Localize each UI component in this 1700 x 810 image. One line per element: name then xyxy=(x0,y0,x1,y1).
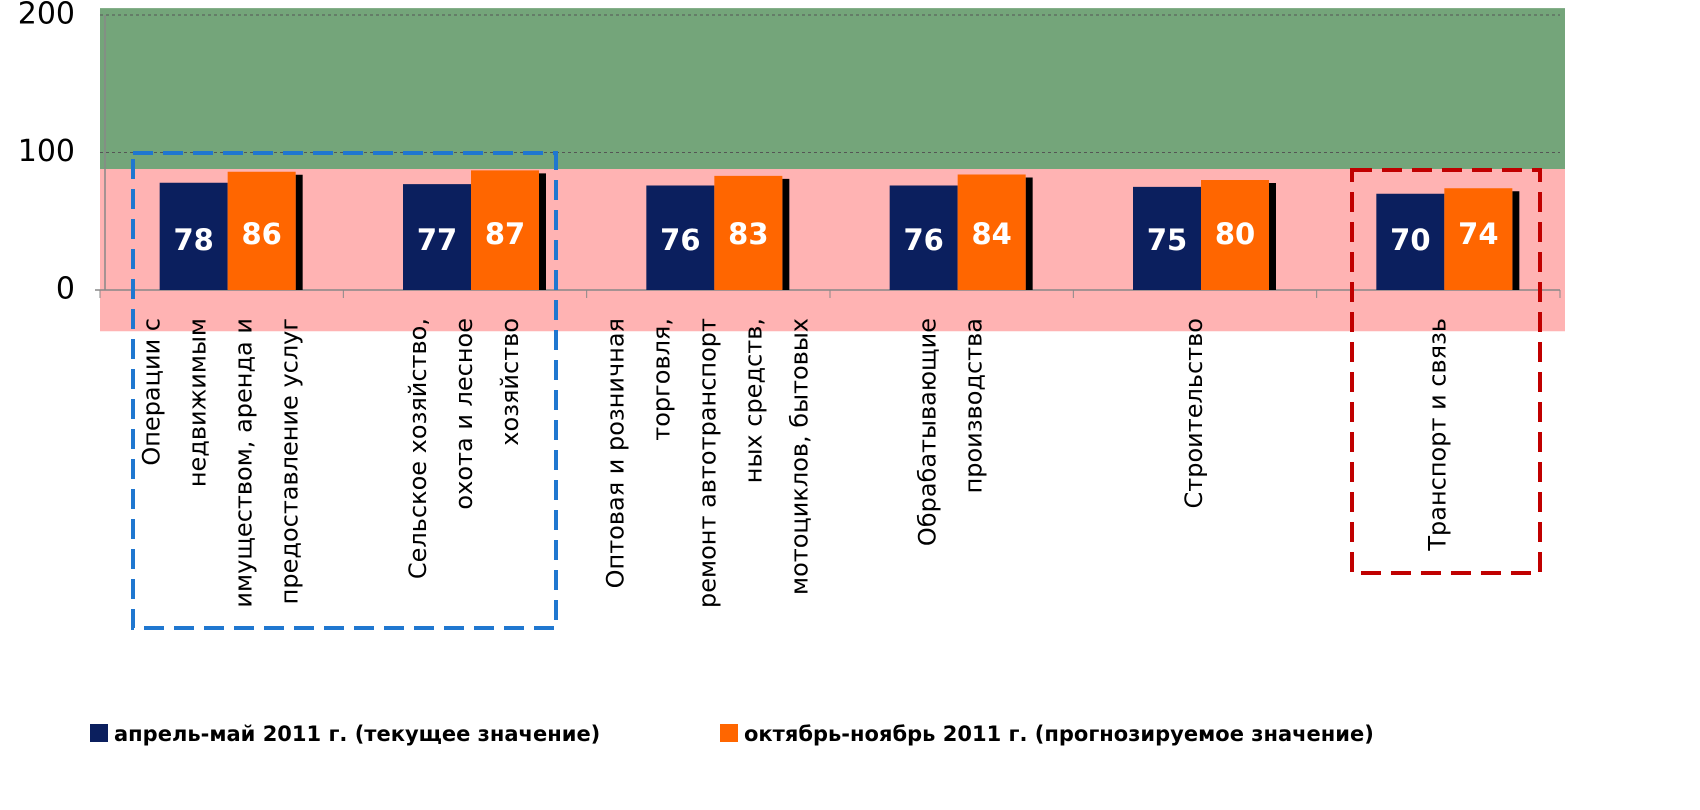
bar xyxy=(1201,180,1269,290)
legend-swatch xyxy=(720,724,738,742)
label-line: Сельское хозяйство, xyxy=(404,318,432,579)
x-tick-label: Операции с недвижимым имуществом, аренда и… xyxy=(138,318,304,608)
x-tick-label: Транспорт и связь xyxy=(1423,318,1451,552)
label-line: недвижимым xyxy=(184,318,212,487)
zone-band xyxy=(100,8,1565,169)
label-line: охота и лесное xyxy=(450,318,478,510)
y-tick-label: 200 xyxy=(18,0,75,32)
zone-band xyxy=(100,169,1565,332)
x-tick-label: Оптовая и розничная торговля, ремонт автот… xyxy=(601,318,813,608)
data-label: 83 xyxy=(728,217,768,251)
bar xyxy=(159,182,228,290)
bar-shadow xyxy=(1269,183,1276,290)
bar-shadow xyxy=(295,174,303,290)
data-label: 76 xyxy=(903,223,943,257)
bar xyxy=(1133,186,1201,290)
label-line: мотоциклов, бытовых xyxy=(785,318,813,595)
data-label: 84 xyxy=(971,217,1011,251)
label-line: Транспорт и связь xyxy=(1423,318,1451,552)
data-label: 70 xyxy=(1390,223,1430,257)
bar-shadow xyxy=(539,173,546,290)
data-label: 77 xyxy=(417,223,457,257)
y-tick-label: 100 xyxy=(18,134,75,169)
legend-label: октябрь-ноябрь 2011 г. (прогнозируемое з… xyxy=(744,722,1374,746)
label-line: Обрабатывающие xyxy=(914,318,942,546)
label-line: Строительство xyxy=(1180,318,1208,509)
bar-shadow xyxy=(1512,191,1520,290)
x-tick-label: Обрабатывающие производства xyxy=(914,318,988,546)
bar xyxy=(714,175,783,290)
bar xyxy=(403,184,471,290)
bar xyxy=(471,170,539,290)
data-label: 78 xyxy=(173,223,213,257)
bar xyxy=(1444,188,1513,290)
legend-label: апрель-май 2011 г. (текущее значение) xyxy=(114,722,600,746)
label-line: имуществом, аренда и xyxy=(230,318,258,608)
y-tick-label: 0 xyxy=(56,272,75,307)
data-label: 76 xyxy=(660,223,700,257)
bar xyxy=(646,185,715,290)
legend-swatch xyxy=(90,724,108,742)
bar xyxy=(1376,193,1445,290)
highlight-box xyxy=(131,151,558,630)
label-line: Оптовая и розничная xyxy=(601,318,629,588)
data-label: 80 xyxy=(1215,217,1255,251)
bar xyxy=(957,174,1026,290)
data-label: 74 xyxy=(1458,217,1498,251)
bar-shadow xyxy=(782,178,790,290)
bar xyxy=(227,171,296,290)
bar xyxy=(889,185,958,290)
label-line: хозяйство xyxy=(496,318,524,446)
data-label: 75 xyxy=(1147,223,1187,257)
bands xyxy=(100,8,1565,332)
highlight-box xyxy=(1350,168,1542,575)
x-tick-label: Строительство xyxy=(1180,318,1208,509)
label-line: ных средств, xyxy=(739,318,767,483)
label-line: торговля, xyxy=(647,318,675,441)
label-line: производства xyxy=(960,318,988,493)
label-line: предоставление услуг xyxy=(276,318,304,604)
data-label: 87 xyxy=(485,217,525,251)
plot: 0 100 200 78 86 Операции с недвижимым имущество… xyxy=(18,0,1561,608)
data-label: 86 xyxy=(241,217,281,251)
x-tick-label: Сельское хозяйство, охота и лесное хозяйст… xyxy=(404,318,524,579)
label-line: ремонт автотранспорт xyxy=(693,318,721,608)
bar-shadow xyxy=(1025,177,1033,290)
label-line: Операции с xyxy=(138,318,166,466)
